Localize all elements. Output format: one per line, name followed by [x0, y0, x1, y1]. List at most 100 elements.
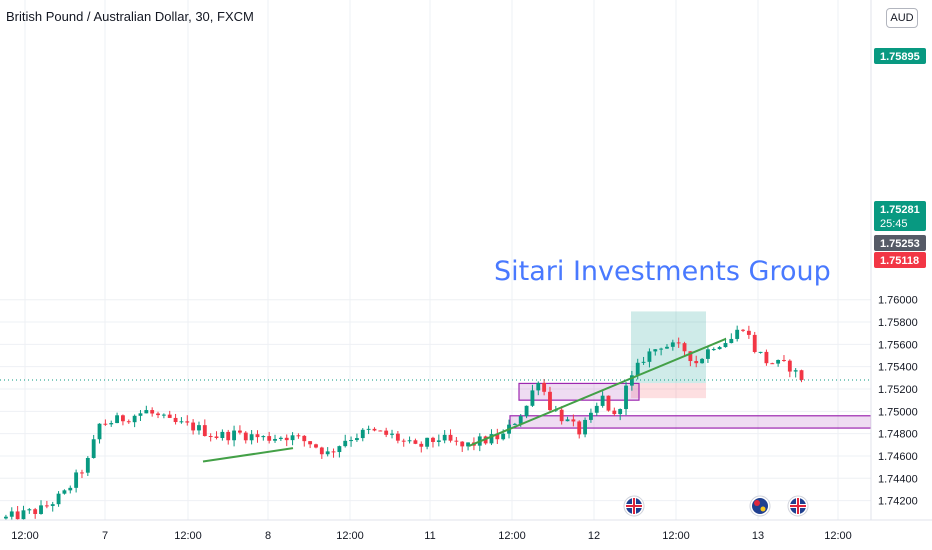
- candle: [665, 344, 669, 349]
- candle-body: [612, 410, 617, 415]
- candle: [752, 331, 757, 354]
- currency-button[interactable]: AUD: [886, 8, 918, 28]
- flag-star: [760, 506, 766, 512]
- candle-body: [635, 362, 640, 376]
- candle-body: [91, 439, 96, 458]
- candle-body: [425, 437, 430, 447]
- candle-body: [27, 509, 32, 511]
- position-overlay: [509, 311, 872, 429]
- candle: [594, 402, 599, 416]
- candle: [407, 436, 412, 444]
- candle-body: [559, 409, 564, 422]
- x-tick-label: 12: [588, 530, 600, 542]
- price-tag-countdown: 25:45: [880, 218, 908, 230]
- y-tick-label: 1.75800: [878, 317, 918, 329]
- candle: [80, 469, 84, 479]
- candle: [641, 356, 646, 365]
- candle: [144, 405, 149, 414]
- price-tag-value: 1.75895: [880, 51, 920, 63]
- y-tick-label: 1.74800: [878, 429, 918, 441]
- candle: [360, 428, 365, 442]
- candle-body: [729, 338, 734, 344]
- candle: [548, 386, 552, 413]
- y-tick-label: 1.75200: [878, 384, 918, 396]
- candle-body: [682, 343, 687, 352]
- candle: [682, 341, 687, 356]
- candlestick-series: [4, 325, 804, 524]
- candle-body: [97, 423, 102, 440]
- candle: [249, 430, 254, 445]
- candle: [390, 429, 394, 439]
- y-tick-label: 1.74200: [878, 496, 918, 508]
- candle-body: [618, 409, 623, 415]
- candle-body: [594, 405, 599, 413]
- candle-body: [419, 443, 424, 447]
- candle: [793, 368, 798, 378]
- price-tag-bg: [874, 235, 926, 251]
- candle: [764, 349, 769, 366]
- candle-body: [255, 434, 260, 438]
- candle: [694, 355, 699, 368]
- uk-flag-icon[interactable]: [623, 495, 645, 517]
- candle: [419, 441, 424, 453]
- candle: [179, 417, 184, 424]
- candle-body: [226, 431, 231, 441]
- candle: [355, 433, 359, 442]
- candle-body: [436, 440, 441, 442]
- candle: [56, 491, 61, 507]
- candle: [495, 428, 500, 445]
- candle: [39, 500, 43, 515]
- candle-body: [758, 351, 763, 353]
- event-markers: [623, 495, 809, 517]
- candle: [337, 445, 342, 458]
- trendline-2: [468, 337, 727, 447]
- candle-body: [302, 435, 307, 442]
- candle-body: [641, 361, 646, 363]
- candle: [156, 411, 160, 419]
- candle-body: [501, 433, 506, 440]
- candle: [571, 414, 576, 427]
- candle: [612, 407, 617, 417]
- candle-body: [407, 440, 412, 442]
- candle-body: [132, 415, 137, 423]
- candle-body: [208, 436, 213, 438]
- price-tag-bg: [874, 201, 926, 231]
- candle-body: [530, 390, 535, 406]
- candle-body: [647, 351, 652, 362]
- uk-flag-icon[interactable]: [787, 495, 809, 517]
- candle-body: [489, 434, 494, 444]
- candle-body: [401, 440, 406, 442]
- price-tag-value: 1.75253: [880, 238, 920, 250]
- candle-body: [9, 511, 14, 517]
- candle-body: [793, 370, 798, 372]
- candle-body: [85, 457, 90, 473]
- candle-body: [261, 436, 266, 438]
- x-tick-label: 12:00: [336, 530, 364, 542]
- candle-body: [653, 349, 658, 352]
- candle: [74, 469, 79, 493]
- candle-body: [571, 419, 576, 422]
- australia-flag-icon[interactable]: [749, 495, 771, 517]
- x-tick-label: 12:00: [174, 530, 202, 542]
- candle-body: [214, 436, 219, 438]
- watermark-text: Sitari Investments Group: [494, 256, 831, 287]
- candle-body: [688, 351, 693, 362]
- candle: [232, 425, 236, 447]
- candle: [33, 507, 38, 519]
- candle: [214, 431, 219, 440]
- candle-body: [126, 421, 131, 423]
- candle: [238, 425, 242, 435]
- candle-body: [290, 435, 295, 441]
- candle: [647, 348, 652, 368]
- candle-body: [144, 410, 149, 414]
- candle-body: [542, 382, 547, 392]
- candle: [378, 430, 383, 432]
- y-tick-label: 1.76000: [878, 295, 918, 307]
- candle: [436, 434, 441, 447]
- time-axis-bg: [0, 520, 932, 550]
- candle-body: [770, 363, 775, 365]
- candle-body: [495, 434, 500, 440]
- candle-body: [670, 342, 675, 347]
